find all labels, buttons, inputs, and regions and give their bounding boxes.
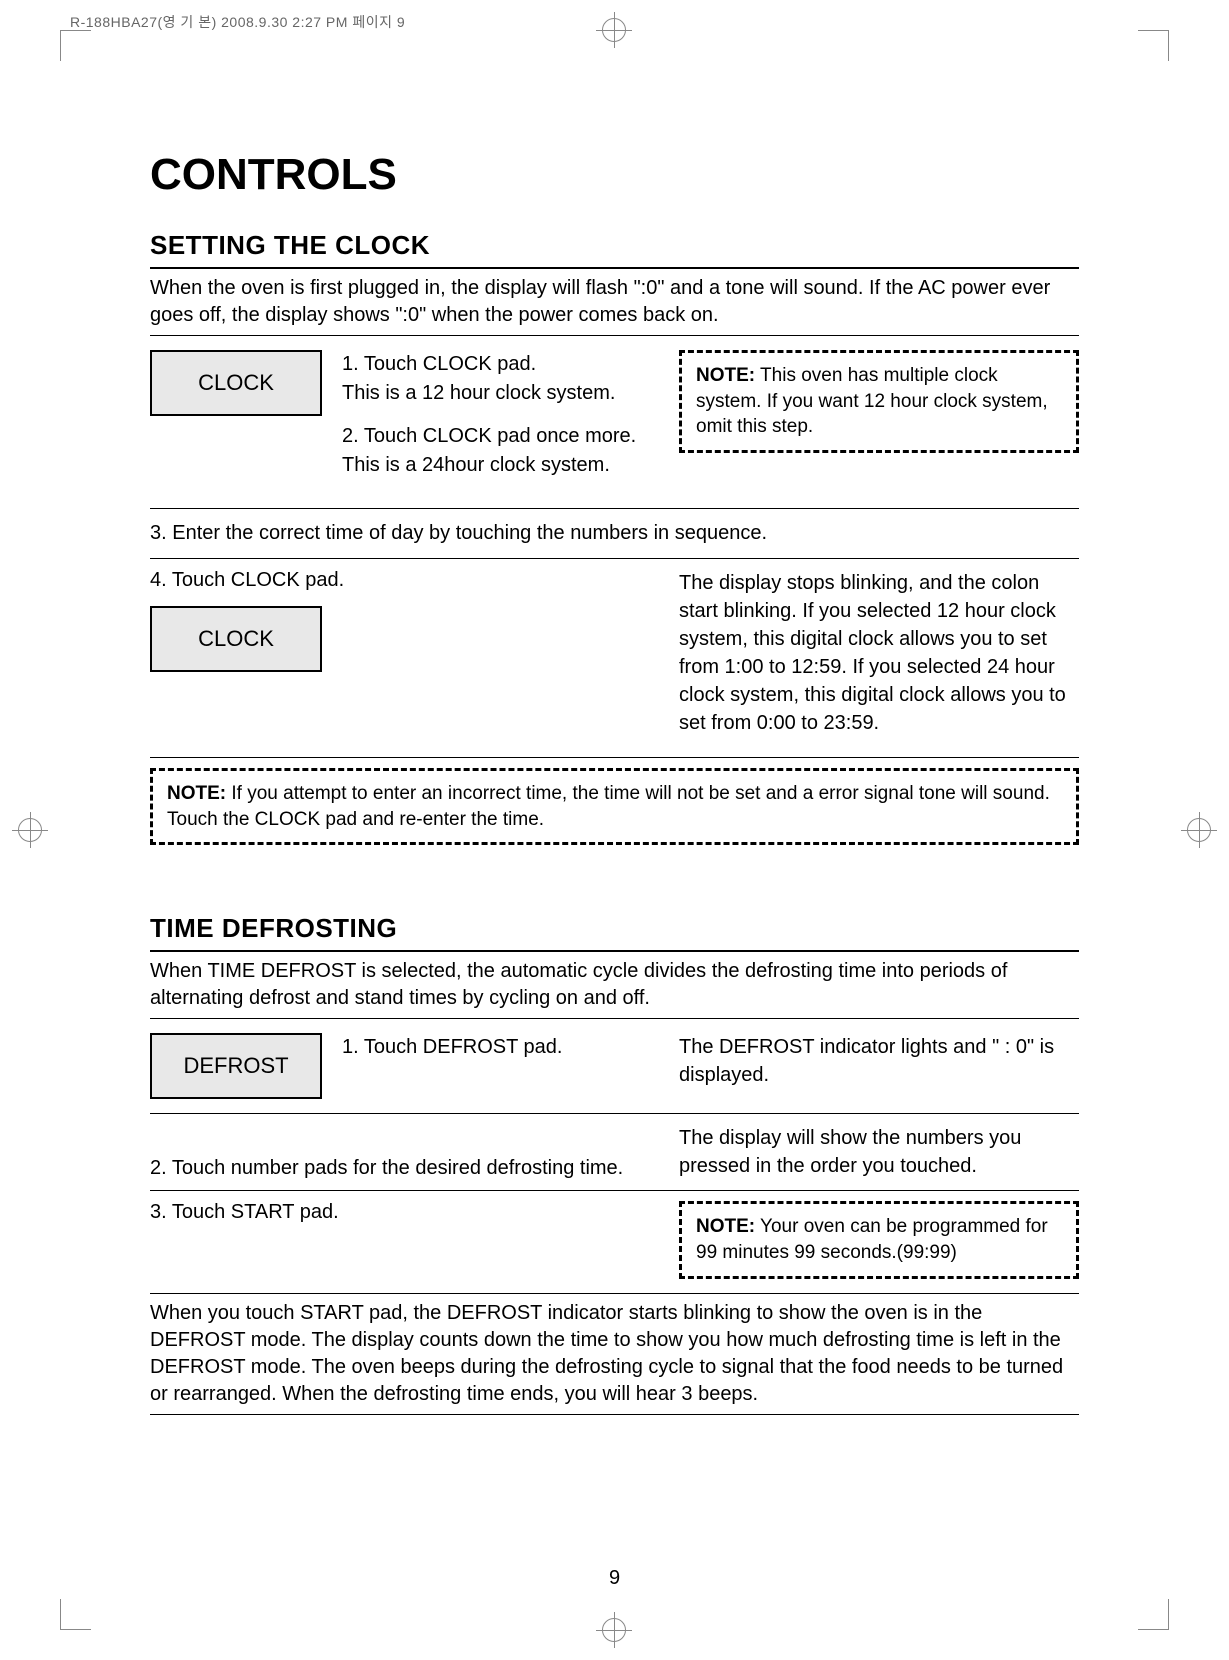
page-number: 9: [0, 1567, 1229, 1590]
defrost-step-1: 1. Touch DEFROST pad.: [342, 1033, 659, 1062]
defrost-result-2: The display will show the numbers you pr…: [679, 1124, 1079, 1180]
clock-note-1: NOTE: This oven has multiple clock syste…: [679, 350, 1079, 453]
defrost-step-3: 3. Touch START pad.: [150, 1201, 649, 1224]
defrost-step-1-row: DEFROST 1. Touch DEFROST pad. The DEFROS…: [150, 1033, 1079, 1099]
note-text: If you attempt to enter an incorrect tim…: [167, 783, 1050, 830]
divider: [150, 1293, 1079, 1294]
clock-step-2: 2. Touch CLOCK pad once more. This is a …: [342, 422, 659, 480]
registration-mark: [596, 12, 632, 48]
defrost-note: NOTE: Your oven can be programmed for 99…: [679, 1201, 1079, 1278]
defrost-result-1: The DEFROST indicator lights and " : 0" …: [679, 1033, 1079, 1089]
heading-rule: [150, 267, 1079, 269]
note-label: NOTE:: [696, 1216, 755, 1237]
note-label: NOTE:: [167, 783, 226, 804]
clock-step-4-row: 4. Touch CLOCK pad. CLOCK The display st…: [150, 569, 1079, 737]
crop-mark: [60, 1599, 91, 1630]
page-content: CONTROLS SETTING THE CLOCK When the oven…: [150, 150, 1079, 1421]
defrost-step-3-row: 3. Touch START pad. NOTE: Your oven can …: [150, 1201, 1079, 1278]
heading-rule: [150, 950, 1079, 952]
section-heading-clock: SETTING THE CLOCK: [150, 230, 1079, 261]
clock-step-1: 1. Touch CLOCK pad. This is a 12 hour cl…: [342, 350, 659, 408]
clock-intro: When the oven is first plugged in, the d…: [150, 275, 1079, 329]
divider: [150, 1190, 1079, 1191]
divider: [150, 558, 1079, 559]
clock-pad-button-2: CLOCK: [150, 606, 322, 672]
defrost-step-2: 2. Touch number pads for the desired def…: [150, 1157, 649, 1180]
clock-steps-1-2: 1. Touch CLOCK pad. This is a 12 hour cl…: [342, 350, 659, 494]
manual-page: R-188HBA27(영 기 본) 2008.9.30 2:27 PM 페이지 …: [0, 0, 1229, 1660]
defrost-step-2-row: 2. Touch number pads for the desired def…: [150, 1124, 1079, 1180]
clock-note-1-col: NOTE: This oven has multiple clock syste…: [679, 350, 1079, 453]
crop-mark: [1138, 30, 1169, 61]
defrost-footer: When you touch START pad, the DEFROST in…: [150, 1300, 1079, 1408]
clock-step-3: 3. Enter the correct time of day by touc…: [150, 519, 1079, 548]
registration-mark: [596, 1612, 632, 1648]
registration-mark: [1181, 812, 1217, 848]
divider: [150, 508, 1079, 509]
divider: [150, 1414, 1079, 1415]
divider: [150, 757, 1079, 758]
clock-step-row-1: CLOCK 1. Touch CLOCK pad. This is a 12 h…: [150, 350, 1079, 494]
clock-step-4: 4. Touch CLOCK pad.: [150, 569, 649, 592]
section-heading-defrost: TIME DEFROSTING: [150, 913, 1079, 944]
page-title: CONTROLS: [150, 150, 1079, 200]
clock-result: The display stops blinking, and the colo…: [679, 569, 1079, 737]
note-label: NOTE:: [696, 365, 755, 386]
divider: [150, 335, 1079, 336]
divider: [150, 1018, 1079, 1019]
registration-mark: [12, 812, 48, 848]
defrost-intro: When TIME DEFROST is selected, the autom…: [150, 958, 1079, 1012]
clock-pad-button: CLOCK: [150, 350, 322, 416]
print-header: R-188HBA27(영 기 본) 2008.9.30 2:27 PM 페이지 …: [70, 12, 405, 32]
crop-mark: [60, 30, 91, 61]
defrost-note-col: NOTE: Your oven can be programmed for 99…: [679, 1201, 1079, 1278]
crop-mark: [1138, 1599, 1169, 1630]
divider: [150, 1113, 1079, 1114]
clock-note-2: NOTE: If you attempt to enter an incorre…: [150, 768, 1079, 845]
defrost-pad-button: DEFROST: [150, 1033, 322, 1099]
